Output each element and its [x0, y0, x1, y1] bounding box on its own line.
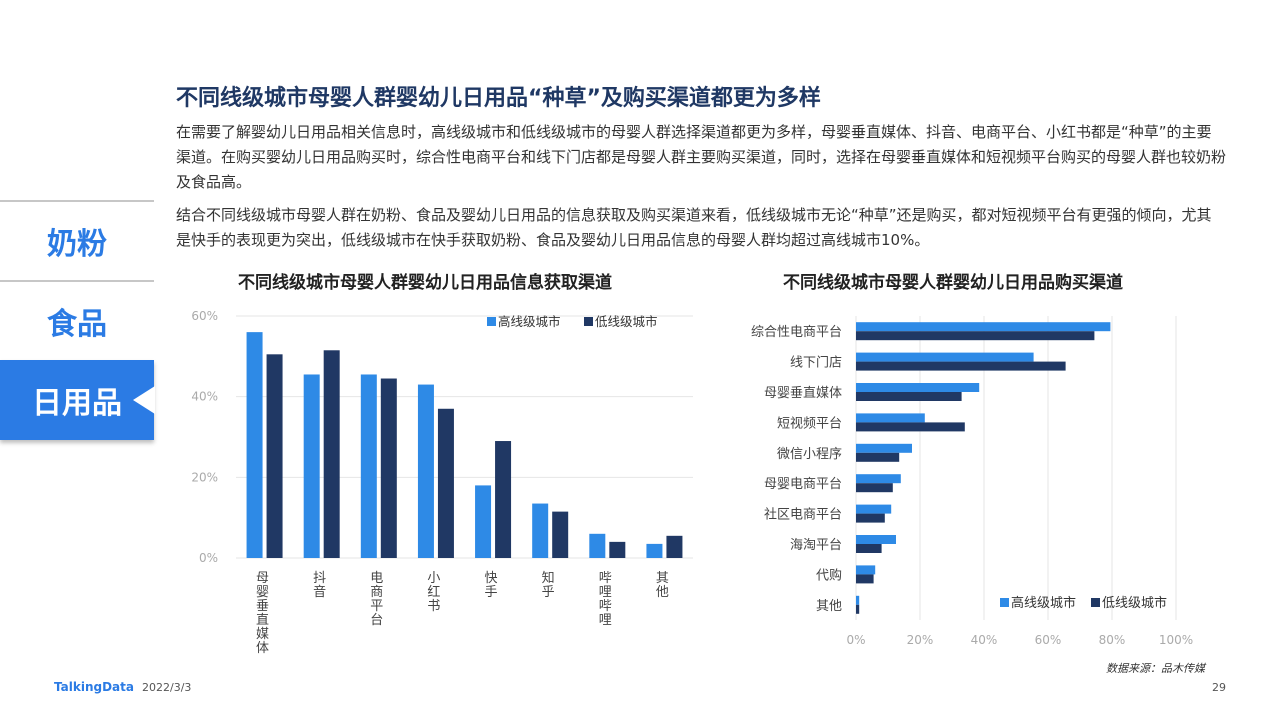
legend-swatch-low	[584, 317, 593, 326]
x-tick-label: 抖音	[313, 571, 326, 600]
legend-swatch-low	[1091, 598, 1100, 607]
bar-low	[856, 422, 965, 432]
bar-low	[380, 378, 397, 558]
legend-label-high: 高线级城市	[498, 314, 561, 329]
bar-high	[417, 384, 434, 558]
right-chart-title: 不同线级城市母婴人群婴幼儿日用品购买渠道	[783, 273, 1123, 293]
bar-high	[856, 322, 1111, 332]
bar-high	[475, 485, 492, 558]
legend-label-high: 高线级城市	[1011, 595, 1076, 611]
side-nav: 奶粉 食品 日用品	[0, 200, 155, 440]
paragraph-1: 在需要了解婴幼儿日用品相关信息时，高线级城市和低线级城市的母婴人群选择渠道都更为…	[176, 123, 1227, 191]
y-tick-label: 20%	[191, 470, 218, 484]
bar-high	[856, 595, 860, 605]
bar-low	[856, 331, 1095, 341]
bar-low	[856, 604, 860, 614]
y-tick-label: 社区电商平台	[764, 507, 842, 523]
bar-low	[266, 354, 283, 558]
bar-low	[856, 361, 1066, 371]
legend-swatch-high	[487, 317, 496, 326]
bar-low	[666, 535, 683, 558]
data-source: 数据来源：品木传媒	[1106, 662, 1205, 675]
y-tick-label: 线下门店	[790, 356, 842, 371]
x-tick-label: 20%	[907, 633, 934, 647]
talkingdata-logo: TalkingData	[54, 680, 134, 694]
bar-high	[856, 383, 980, 392]
x-tick-label: 快手	[485, 571, 498, 600]
bar-high	[532, 503, 549, 558]
info-channel-chart: 0% 20% 40% 60% 母婴垂直媒体 抖音 电商平台 小红书 快手 知乎 哔哩哔哩 其他 高线级城…	[191, 309, 693, 656]
bar-high	[589, 533, 606, 558]
page-title: 不同线级城市母婴人群婴幼儿日用品“种草”及购买渠道都更为多样	[176, 86, 821, 111]
x-tick-label: 母婴垂直媒体	[256, 571, 269, 656]
x-tick-label: 哔哩哔哩	[599, 571, 612, 628]
x-tick-label: 知乎	[542, 570, 555, 600]
footer-date: 2022/3/3	[142, 681, 192, 694]
nav-item-milk-powder[interactable]: 奶粉	[0, 200, 154, 280]
x-tick-label: 60%	[1035, 633, 1062, 647]
nav-item-food[interactable]: 食品	[0, 280, 154, 360]
bar-low	[552, 511, 569, 558]
bar-high	[856, 352, 1034, 362]
y-tick-label: 微信小程序	[777, 447, 842, 462]
bar-high	[856, 474, 901, 484]
y-tick-label: 其他	[816, 599, 842, 614]
legend-swatch-high	[1000, 598, 1009, 607]
bar-high	[856, 565, 876, 575]
bar-low	[856, 483, 893, 493]
y-tick-label: 代购	[816, 567, 842, 583]
left-chart-title: 不同线级城市母婴人群婴幼儿日用品信息获取渠道	[238, 273, 612, 293]
page-number: 29	[1212, 681, 1226, 694]
y-tick-label: 40%	[191, 390, 218, 404]
bar-high	[856, 443, 912, 453]
y-tick-label: 综合性电商平台	[751, 325, 842, 340]
purchase-channel-chart: 0% 20% 40% 60% 80% 100% 综合性电商平台线下门店母婴垂直媒体短视频平台…	[751, 316, 1193, 647]
bar-high	[360, 374, 377, 558]
bar-high	[646, 543, 663, 558]
bar-high	[246, 332, 263, 558]
x-tick-label: 电商平台	[370, 571, 383, 628]
legend-label-low: 低线级城市	[1102, 595, 1167, 611]
bar-low	[856, 452, 900, 462]
x-tick-label: 小红书	[427, 571, 440, 614]
y-tick-label: 60%	[191, 309, 218, 323]
bar-low	[856, 392, 962, 401]
y-tick-label: 母婴垂直媒体	[764, 386, 842, 401]
x-tick-label: 100%	[1159, 633, 1193, 647]
legend-label-low: 低线级城市	[595, 314, 658, 329]
bar-low	[856, 513, 885, 523]
bar-low	[609, 541, 626, 558]
nav-item-daily-goods[interactable]: 日用品	[0, 360, 155, 440]
bar-low	[437, 408, 454, 558]
paragraph-2: 结合不同线级城市母婴人群在奶粉、食品及婴幼儿日用品的信息获取及购买渠道来看，低线…	[176, 206, 1212, 249]
y-tick-label: 海淘平台	[790, 538, 842, 553]
bar-low	[323, 350, 340, 558]
bar-low	[856, 544, 882, 553]
x-tick-label: 其他	[656, 571, 669, 600]
x-tick-label: 40%	[971, 633, 998, 647]
x-tick-label: 0%	[846, 633, 865, 647]
x-tick-label: 80%	[1099, 633, 1126, 647]
y-tick-label: 0%	[199, 551, 218, 565]
y-tick-label: 短视频平台	[777, 416, 842, 431]
bar-high	[856, 413, 925, 423]
bar-high	[303, 374, 320, 558]
y-tick-label: 母婴电商平台	[764, 477, 842, 492]
bar-high	[856, 535, 896, 544]
bar-low	[495, 441, 512, 558]
bar-low	[856, 574, 874, 584]
bar-high	[856, 504, 892, 514]
